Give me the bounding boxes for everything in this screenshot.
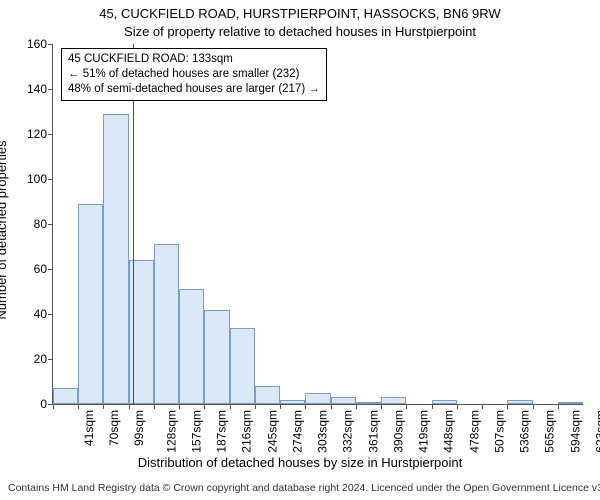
histogram-bar (78, 204, 103, 404)
x-tick-label: 274sqm (291, 410, 305, 453)
attribution-text: Contains HM Land Registry data © Crown c… (8, 482, 600, 494)
y-tick-label: 20 (34, 352, 53, 366)
x-tick-mark (558, 404, 559, 409)
y-tick-label: 80 (34, 217, 53, 231)
x-tick-label: 157sqm (190, 410, 204, 453)
x-tick-label: 303sqm (316, 410, 330, 453)
histogram-bar (53, 388, 78, 404)
x-tick-mark (482, 404, 483, 409)
x-tick-label: 216sqm (240, 410, 254, 453)
histogram-bar (331, 397, 356, 404)
plot-area: 02040608010012014016041sqm70sqm99sqm128s… (52, 44, 583, 405)
x-tick-label: 187sqm (215, 410, 229, 453)
y-tick-label: 40 (34, 307, 53, 321)
histogram-bar (204, 310, 229, 405)
x-tick-label: 128sqm (164, 410, 178, 453)
x-tick-label: 536sqm (518, 410, 532, 453)
x-tick-label: 419sqm (417, 410, 431, 453)
x-tick-label: 478sqm (467, 410, 481, 453)
chart-title-main: 45, CUCKFIELD ROAD, HURSTPIERPOINT, HASS… (0, 6, 600, 21)
marker-info-box: 45 CUCKFIELD ROAD: 133sqm ← 51% of detac… (61, 48, 327, 101)
x-tick-label: 507sqm (493, 410, 507, 453)
histogram-bar (280, 400, 305, 405)
histogram-bar (305, 393, 330, 404)
x-tick-mark (230, 404, 231, 409)
y-tick-label: 100 (27, 172, 53, 186)
x-tick-mark (432, 404, 433, 409)
x-tick-mark (331, 404, 332, 409)
x-tick-mark (255, 404, 256, 409)
x-tick-label: 565sqm (543, 410, 557, 453)
x-tick-label: 332sqm (341, 410, 355, 453)
y-tick-label: 0 (40, 397, 53, 411)
y-tick-label: 60 (34, 262, 53, 276)
x-tick-label: 623sqm (593, 410, 600, 453)
chart-title-sub: Size of property relative to detached ho… (0, 24, 600, 39)
x-tick-label: 41sqm (82, 410, 96, 446)
chart-container: 45, CUCKFIELD ROAD, HURSTPIERPOINT, HASS… (0, 0, 600, 500)
histogram-bar (179, 289, 204, 404)
x-tick-mark (356, 404, 357, 409)
histogram-bar (230, 328, 255, 405)
x-tick-mark (457, 404, 458, 409)
histogram-bar (507, 400, 532, 405)
x-tick-mark (179, 404, 180, 409)
histogram-bar (356, 402, 381, 404)
x-tick-mark (78, 404, 79, 409)
histogram-bar (255, 386, 280, 404)
x-tick-mark (406, 404, 407, 409)
x-tick-mark (103, 404, 104, 409)
x-tick-label: 594sqm (568, 410, 582, 453)
x-tick-mark (204, 404, 205, 409)
x-tick-mark (154, 404, 155, 409)
x-tick-label: 70sqm (107, 410, 121, 446)
info-line: 45 CUCKFIELD ROAD: 133sqm (68, 52, 320, 67)
x-tick-label: 448sqm (442, 410, 456, 453)
x-axis-title: Distribution of detached houses by size … (0, 455, 600, 470)
x-tick-mark (280, 404, 281, 409)
x-tick-mark (305, 404, 306, 409)
x-tick-mark (533, 404, 534, 409)
x-tick-mark (381, 404, 382, 409)
histogram-bar (103, 114, 128, 404)
x-tick-label: 361sqm (366, 410, 380, 453)
x-tick-label: 245sqm (265, 410, 279, 453)
histogram-bar (381, 397, 406, 404)
info-line: 48% of semi-detached houses are larger (… (68, 82, 320, 97)
histogram-bar (558, 402, 583, 404)
y-tick-label: 140 (27, 82, 53, 96)
y-tick-label: 120 (27, 127, 53, 141)
x-tick-mark (53, 404, 54, 409)
x-tick-label: 390sqm (392, 410, 406, 453)
x-tick-label: 99sqm (133, 410, 147, 446)
y-tick-label: 160 (27, 37, 53, 51)
histogram-bar (432, 400, 457, 405)
histogram-bar (154, 244, 179, 404)
x-tick-mark (129, 404, 130, 409)
info-line: ← 51% of detached houses are smaller (23… (68, 67, 320, 82)
x-tick-mark (507, 404, 508, 409)
